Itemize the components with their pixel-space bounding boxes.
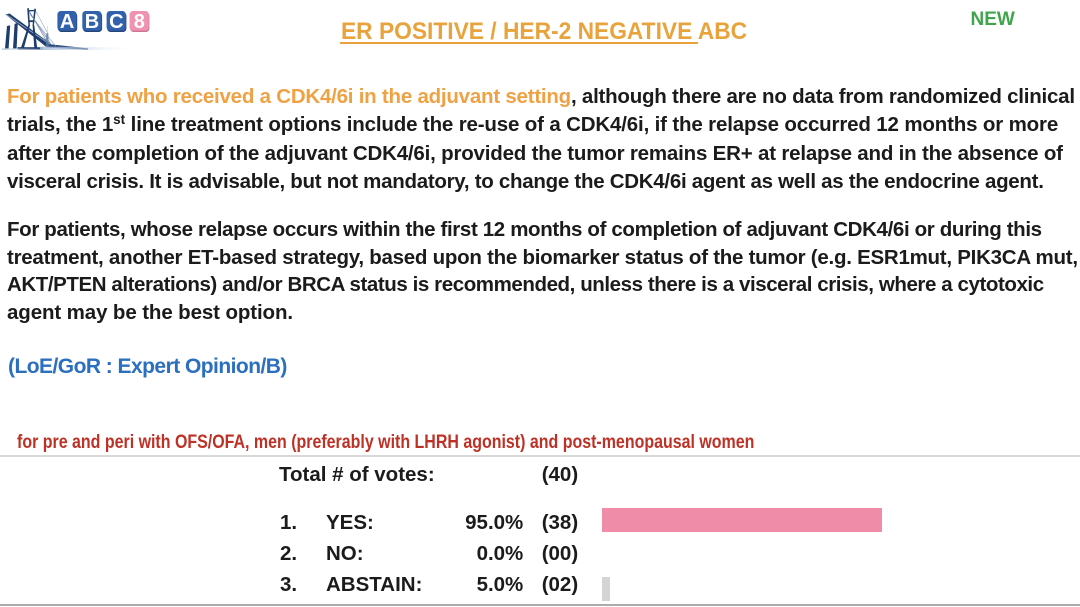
svg-text:8: 8	[134, 11, 145, 33]
svg-text:C: C	[109, 11, 123, 33]
svg-text:A: A	[60, 11, 74, 33]
svg-text:B: B	[85, 11, 99, 33]
